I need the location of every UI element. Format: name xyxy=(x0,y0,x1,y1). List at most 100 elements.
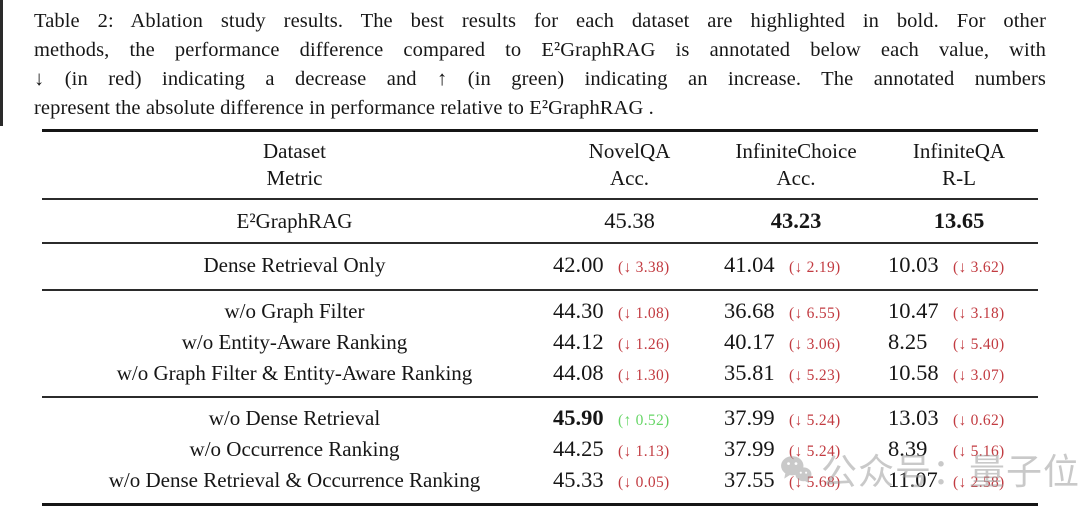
decrease-annotation: (↓ 5.23) xyxy=(789,367,841,384)
metric-value: 45.33 xyxy=(553,467,604,492)
header-dataset-label: Dataset xyxy=(263,139,326,163)
decrease-annotation: (↓ 0.05) xyxy=(618,474,670,491)
decrease-annotation: (↓ 2.58) xyxy=(953,474,1005,491)
caption-line: represent the absolute difference in per… xyxy=(34,97,654,119)
metric-value-cell: 44.30 (↓ 1.08) xyxy=(547,297,712,328)
metric-value-cell: 37.99 (↓ 5.24) xyxy=(712,435,880,466)
decrease-annotation: (↓ 3.62) xyxy=(953,259,1005,276)
header-col-novelqa: NovelQA Acc. xyxy=(547,138,712,192)
method-name: w/o Entity-Aware Ranking xyxy=(181,330,408,354)
metric-value: 44.08 xyxy=(553,360,604,385)
metric-value-cell: 36.68 (↓ 6.55) xyxy=(712,297,880,328)
decrease-annotation: (↓ 5.24) xyxy=(789,412,841,429)
metric-value: 41.04 xyxy=(724,252,775,277)
metric-name: Acc. xyxy=(776,166,816,190)
metric-value-cell: 35.81 (↓ 5.23) xyxy=(712,359,880,390)
decrease-annotation: (↓ 3.18) xyxy=(953,305,1005,322)
header-metric-label: Metric xyxy=(266,166,323,190)
table-row: E²GraphRAG 45.38 43.23 13.65 xyxy=(42,207,1038,235)
decrease-annotation: (↓ 1.26) xyxy=(618,336,670,353)
decrease-annotation: (↓ 5.40) xyxy=(953,336,1005,353)
metric-name: R-L xyxy=(942,166,976,190)
ablation-table: Dataset Metric NovelQA Acc. InfiniteChoi… xyxy=(42,129,1038,506)
metric-value-cell: 37.99 (↓ 5.24) xyxy=(712,404,880,435)
metric-value: 36.68 xyxy=(724,298,775,323)
method-name: w/o Graph Filter & Entity-Aware Ranking xyxy=(116,361,473,385)
metric-value: 35.81 xyxy=(724,360,775,385)
metric-value-cell: 45.33 (↓ 0.05) xyxy=(547,466,712,497)
table-row: w/o Dense Retrieval 45.90 (↑ 0.52) 37.99 (↓ … xyxy=(42,404,1038,435)
metric-value: 40.17 xyxy=(724,329,775,354)
metric-value-cell: 40.17 (↓ 3.06) xyxy=(712,328,880,359)
metric-value-cell: 11.07 (↓ 2.58) xyxy=(880,466,1038,497)
table-caption: Table 2: Ablation study results. The bes… xyxy=(34,7,1046,123)
decrease-annotation: (↓ 3.07) xyxy=(953,367,1005,384)
method-name: E²GraphRAG xyxy=(236,209,353,233)
metric-value-cell: 13.65 xyxy=(880,207,1038,235)
metric-value-cell: 8.25 (↓ 5.40) xyxy=(880,328,1038,359)
method-name: Dense Retrieval Only xyxy=(203,253,386,277)
metric-value-cell: 13.03 (↓ 0.62) xyxy=(880,404,1038,435)
metric-value: 11.07 xyxy=(888,467,938,492)
metric-value-cell: 44.25 (↓ 1.13) xyxy=(547,435,712,466)
dataset-name: NovelQA xyxy=(588,139,671,163)
table-row: w/o Entity-Aware Ranking 44.12 (↓ 1.26) 40.… xyxy=(42,328,1038,359)
metric-value: 37.99 xyxy=(724,436,775,461)
method-name: w/o Graph Filter xyxy=(224,299,365,323)
left-edge-artifact xyxy=(0,0,3,126)
metric-value-cell: 43.23 xyxy=(712,207,880,235)
decrease-annotation: (↓ 0.62) xyxy=(953,412,1005,429)
dataset-name: InfiniteQA xyxy=(912,139,1006,163)
row-group: w/o Dense Retrieval 45.90 (↑ 0.52) 37.99 (↓ … xyxy=(42,398,1038,503)
header-col-infiniteqa: InfiniteQA R-L xyxy=(880,138,1038,192)
row-group: w/o Graph Filter 44.30 (↓ 1.08) 36.68 (↓ 6.5… xyxy=(42,291,1038,398)
metric-value-cell: 44.08 (↓ 1.30) xyxy=(547,359,712,390)
decrease-annotation: (↓ 3.38) xyxy=(618,259,670,276)
method-name: w/o Occurrence Ranking xyxy=(189,437,400,461)
table-body: E²GraphRAG 45.38 43.23 13.65 Dense Retrieval… xyxy=(42,200,1038,503)
table-row: Dense Retrieval Only 42.00 (↓ 3.38) 41.04 (↓… xyxy=(42,251,1038,282)
metric-value: 42.00 xyxy=(553,252,604,277)
row-group: E²GraphRAG 45.38 43.23 13.65 xyxy=(42,200,1038,244)
decrease-annotation: (↓ 5.68) xyxy=(789,474,841,491)
metric-value: 10.47 xyxy=(888,298,939,323)
metric-value-cell: 8.39 (↓ 5.16) xyxy=(880,435,1038,466)
metric-value-cell: 10.47 (↓ 3.18) xyxy=(880,297,1038,328)
metric-value-cell: 10.03 (↓ 3.62) xyxy=(880,251,1038,282)
metric-value: 8.39 xyxy=(888,436,928,461)
header-corner-cell: Dataset Metric xyxy=(42,138,547,192)
row-group: Dense Retrieval Only 42.00 (↓ 3.38) 41.04 (↓… xyxy=(42,244,1038,291)
metric-value-cell: 10.58 (↓ 3.07) xyxy=(880,359,1038,390)
metric-value: 13.03 xyxy=(888,405,939,430)
metric-value-cell: 45.90 (↑ 0.52) xyxy=(547,404,712,435)
metric-value: 10.58 xyxy=(888,360,939,385)
method-name: w/o Dense Retrieval & Occurrence Ranking xyxy=(108,468,481,492)
metric-value: 8.25 xyxy=(888,329,928,354)
metric-value-cell: 37.55 (↓ 5.68) xyxy=(712,466,880,497)
metric-value-cell: 42.00 (↓ 3.38) xyxy=(547,251,712,282)
caption-line: methods, the performance difference comp… xyxy=(34,39,1046,61)
header-col-infinitechoice: InfiniteChoice Acc. xyxy=(712,138,880,192)
decrease-annotation: (↓ 3.06) xyxy=(789,336,841,353)
metric-value-cell: 41.04 (↓ 2.19) xyxy=(712,251,880,282)
metric-value: 37.99 xyxy=(724,405,775,430)
metric-name: Acc. xyxy=(609,166,650,190)
table-row: w/o Graph Filter 44.30 (↓ 1.08) 36.68 (↓ 6.5… xyxy=(42,297,1038,328)
metric-value: 37.55 xyxy=(724,467,775,492)
decrease-annotation: (↓ 1.30) xyxy=(618,367,670,384)
decrease-annotation: (↓ 2.19) xyxy=(789,259,841,276)
metric-value-cell: 45.38 xyxy=(547,207,712,235)
decrease-annotation: (↓ 1.08) xyxy=(618,305,670,322)
metric-value: 44.30 xyxy=(553,298,604,323)
table-row: w/o Graph Filter & Entity-Aware Ranking 4… xyxy=(42,359,1038,390)
table-row: w/o Dense Retrieval & Occurrence Ranking… xyxy=(42,466,1038,497)
dataset-name: InfiniteChoice xyxy=(735,139,857,163)
metric-value: 10.03 xyxy=(888,252,939,277)
table-row: w/o Occurrence Ranking 44.25 (↓ 1.13) 37.99… xyxy=(42,435,1038,466)
decrease-annotation: (↓ 6.55) xyxy=(789,305,841,322)
decrease-annotation: (↓ 5.24) xyxy=(789,443,841,460)
caption-line: Table 2: Ablation study results. The bes… xyxy=(34,10,1046,32)
increase-annotation: (↑ 0.52) xyxy=(618,412,670,429)
metric-value: 45.90 xyxy=(553,405,604,430)
